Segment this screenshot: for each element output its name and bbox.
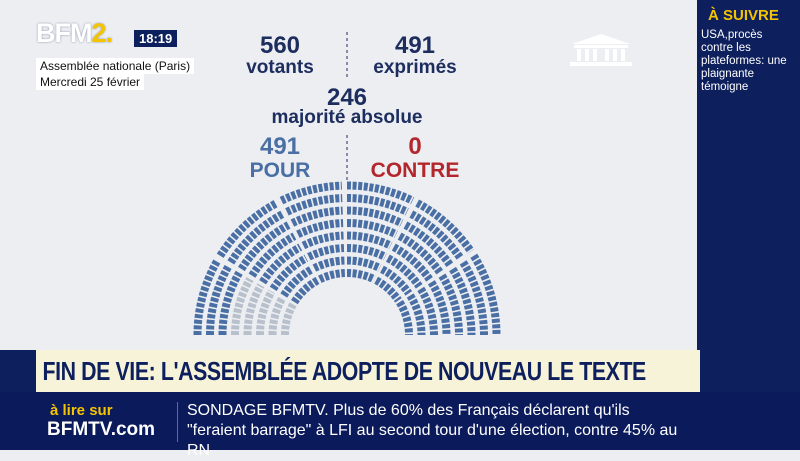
seat-row [346, 256, 382, 272]
location: Assemblée nationale (Paris) [36, 58, 195, 74]
logo: BFM2. [36, 18, 113, 49]
date: Mercredi 25 février [36, 74, 145, 90]
seat-row [279, 181, 342, 205]
seat-row [403, 221, 454, 268]
graphics [193, 32, 632, 336]
seat-row [406, 293, 426, 336]
seat-row [396, 300, 413, 336]
seat-row [231, 277, 254, 336]
time: 18:19 [134, 30, 178, 47]
headline-band: FIN DE VIE: L'ASSEMBLÉE ADOPTE DE NOUVEA… [0, 350, 700, 392]
seat-row [268, 295, 287, 336]
side-title: À SUIVRE [708, 7, 779, 24]
seat-row [227, 210, 285, 265]
seat-row [248, 232, 297, 278]
seat-row [243, 283, 265, 336]
seat-row [397, 232, 444, 275]
seat-row [193, 258, 222, 336]
seat-row [216, 199, 279, 258]
ticker-separator [177, 402, 178, 442]
read-on: à lire sur [50, 402, 113, 419]
majority-label: majorité absolue [271, 107, 423, 128]
seat-row [427, 280, 451, 336]
seat-row [346, 206, 404, 227]
seat-row [206, 264, 232, 336]
seat-row [281, 302, 297, 336]
seat-row [290, 206, 343, 227]
seat-row [218, 270, 243, 336]
seat-row [449, 266, 476, 336]
seat-row [256, 289, 276, 336]
seat-row [312, 256, 345, 272]
headline: FIN DE VIE: L'ASSEMBLÉE ADOPTE DE NOUVEA… [42, 356, 647, 386]
voters-label: votants [246, 57, 314, 78]
seat-row [346, 181, 415, 205]
seat-row [415, 199, 475, 254]
cast-value: 491 [394, 32, 436, 59]
seat-row [438, 273, 463, 336]
voters-value: 560 [259, 32, 301, 59]
seat-row [238, 221, 291, 272]
against-value: 0 [408, 133, 422, 160]
headline-edge [700, 350, 800, 392]
cast-label: exprimés [373, 57, 457, 78]
ticker: à lire sur BFMTV.com SONDAGE BFMTV. Plus… [0, 392, 800, 459]
seat-row [291, 276, 320, 305]
seat-row [285, 194, 343, 216]
seat-row [417, 286, 438, 336]
for-value: 491 [259, 133, 301, 160]
assembly-icon [570, 34, 632, 66]
seat-row [346, 194, 409, 216]
seat-row [269, 254, 309, 292]
logo-text: BFM [36, 18, 92, 48]
seat-row [409, 210, 464, 261]
seat-row [346, 269, 376, 283]
majority-value: 246 [326, 84, 368, 111]
seat-row [318, 269, 346, 283]
seat-row [307, 244, 345, 261]
ticker-text: SONDAGE BFMTV. Plus de 60% des Français … [187, 402, 678, 459]
seat-row [259, 243, 303, 285]
seat-row [296, 219, 344, 238]
seat-row [379, 265, 413, 296]
seat-row [346, 231, 393, 250]
seat-row [391, 243, 433, 282]
logo-suffix: 2. [91, 18, 113, 48]
for-label: POUR [249, 159, 311, 182]
seat-row [301, 231, 344, 250]
site: BFMTV.com [47, 419, 156, 440]
seat-row [280, 265, 315, 298]
hemicycle [193, 181, 501, 336]
seat-row [385, 254, 423, 289]
seat-row [346, 219, 398, 238]
against-label: CONTRE [370, 159, 460, 182]
seat-row [346, 244, 387, 261]
side-panel: À SUIVRE USA,procès contre les plateform… [697, 0, 800, 350]
side-text: USA,procès contre les plateformes: une p… [701, 29, 787, 93]
seat-row [374, 276, 402, 303]
seat-row [459, 260, 488, 336]
seat-row [470, 253, 501, 336]
